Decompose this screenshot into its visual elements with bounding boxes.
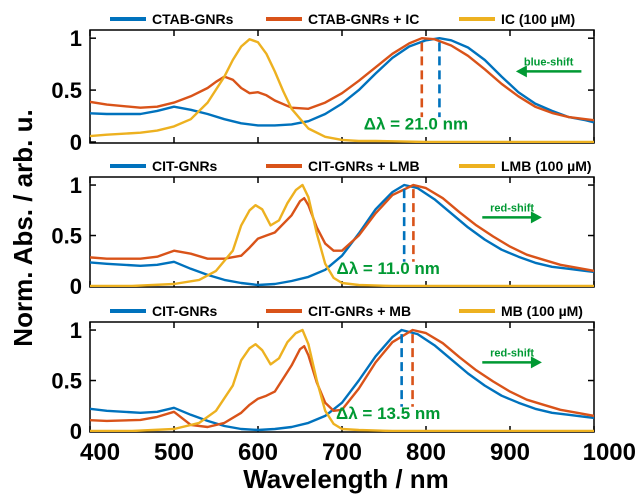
y-tick-label: 0.5 [51,369,82,394]
legend-label: CIT-GNRs + LMB [308,158,420,174]
legend-entry: CIT-GNRs [110,158,218,174]
legend-entry: IC (100 µM) [459,11,575,27]
shift-arrow [482,211,542,224]
series-line-orange [90,37,594,122]
series-line-blue [90,37,594,127]
delta-lambda-label: Δλ = 11.0 nm [336,259,439,278]
legend-label: CIT-GNRs [152,303,218,319]
y-axis-title: Norm. Abs. / arb. u. [8,109,38,346]
x-tick-label: 600 [238,439,278,466]
legend-entry: CIT-GNRs + LMB [266,158,420,174]
x-tick-label: 1000 [583,439,636,466]
x-tick-label: 400 [80,439,120,466]
x-axis-title: Wavelength / nm [243,464,449,494]
legend-label: CIT-GNRs + MB [308,303,411,319]
y-tick-label: 0.5 [51,224,82,249]
legend-label: IC (100 µM) [501,11,575,27]
y-tick-label: 0 [70,419,82,444]
legend-label: CIT-GNRs [152,158,218,174]
panels-group: 0 0.5 1 Δλ = 21.0 nm blue-shift CTAB-GNRs CTAB… [51,11,595,444]
x-tick-label: 800 [406,439,446,466]
y-tick-label: 1 [70,318,82,343]
shift-arrow [515,65,582,78]
x-tick-label: 500 [154,439,194,466]
shift-label: blue-shift [524,56,574,68]
y-tick-label: 1 [70,26,82,51]
y-tick-label: 1 [70,173,82,198]
x-tick-label: 700 [322,439,362,466]
panel-frame [89,29,595,144]
legend-label: MB (100 µM) [501,303,583,319]
shift-arrow [482,356,542,369]
y-tick-label: 0 [70,130,82,155]
legend-entry: CTAB-GNRs [110,11,234,27]
legend-entry: CIT-GNRs + MB [266,303,411,319]
x-tick-labels: 400 500 600 700 800 900 1000 [80,439,636,466]
legend-entry: MB (100 µM) [459,303,583,319]
delta-lambda-label: Δλ = 13.5 nm [336,404,440,423]
y-tick-label: 0.5 [51,78,82,103]
series-line-yellow [90,183,594,287]
series-group [90,37,594,143]
panel-3: 0 0.5 1 Δλ = 13.5 nm red-shift CIT-GNRs CIT-GN… [51,303,595,444]
delta-lambda-label: Δλ = 21.0 nm [364,115,468,134]
series-line-orange [90,183,594,273]
legend-entry: LMB (100 µM) [459,158,592,174]
legend-label: CTAB-GNRs [152,11,234,27]
legend-label: CTAB-GNRs + IC [308,11,419,27]
y-tick-label: 0 [70,274,82,299]
series-line-blue [90,328,594,432]
panel-2: 0 0.5 1 Δλ = 11.0 nm red-shift CIT-GNRs CIT-GN… [51,158,595,299]
series-group [90,183,594,287]
series-line-yellow [90,328,594,432]
panel-1: 0 0.5 1 Δλ = 21.0 nm blue-shift CTAB-GNRs CTAB… [51,11,595,155]
legend-entry: CIT-GNRs [110,303,218,319]
legend-label: LMB (100 µM) [501,158,592,174]
shift-label: red-shift [490,347,534,359]
series-group [90,328,594,432]
series-line-yellow [90,38,594,143]
x-tick-label: 900 [490,439,530,466]
legend-entry: CTAB-GNRs + IC [266,11,419,27]
shift-label: red-shift [490,202,534,214]
series-line-blue [90,183,594,287]
